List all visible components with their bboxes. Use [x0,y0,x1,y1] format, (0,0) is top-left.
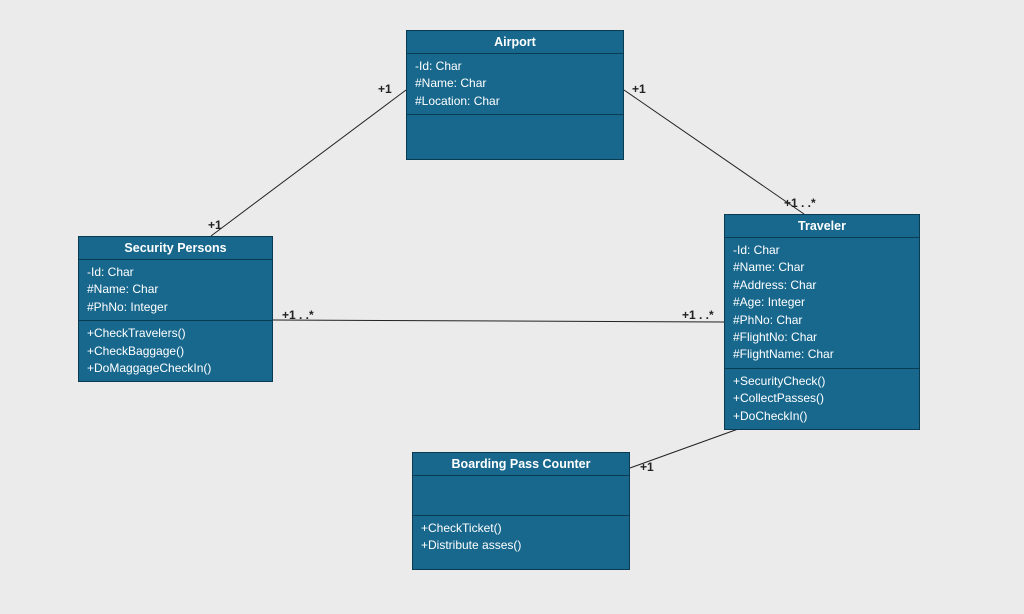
attribute-row: #PhNo: Char [733,312,911,329]
class-attributes [413,476,629,516]
method-row: +Distribute asses() [421,537,621,554]
multiplicity-label: +1 [632,82,646,96]
class-attributes: -Id: Char#Name: Char#Location: Char [407,54,623,115]
method-row: +CheckBaggage() [87,343,264,360]
class-title: Boarding Pass Counter [413,453,629,476]
edge-line [211,90,406,236]
diagram-canvas: +1+1+1+1 . .*+1 . .*+1 . .*+1+1Airport-I… [0,0,1024,614]
attribute-row: -Id: Char [733,242,911,259]
class-methods: +CheckTravelers()+CheckBaggage()+DoMagga… [79,321,272,381]
class-title: Airport [407,31,623,54]
method-row: +CollectPasses() [733,390,911,407]
class-attributes: -Id: Char#Name: Char#Address: Char#Age: … [725,238,919,369]
attribute-row: #FlightName: Char [733,346,911,363]
attribute-row: -Id: Char [87,264,264,281]
class-boarding: Boarding Pass Counter +CheckTicket()+Dist… [412,452,630,570]
class-security: Security Persons-Id: Char#Name: Char#PhN… [78,236,273,382]
method-row: +CheckTicket() [421,520,621,537]
multiplicity-label: +1 [640,460,654,474]
class-title: Security Persons [79,237,272,260]
class-attributes: -Id: Char#Name: Char#PhNo: Integer [79,260,272,321]
edge-line [624,90,804,214]
class-methods [407,115,623,155]
method-row: +DoCheckIn() [733,408,911,425]
attribute-row: #Age: Integer [733,294,911,311]
attribute-row: #PhNo: Integer [87,299,264,316]
attribute-row: -Id: Char [415,58,615,75]
multiplicity-label: +1 . .* [682,308,714,322]
multiplicity-label: +1 . .* [282,308,314,322]
attribute-row: #Name: Char [733,259,911,276]
multiplicity-label: +1 [378,82,392,96]
attribute-row: #FlightNo: Char [733,329,911,346]
class-airport: Airport-Id: Char#Name: Char#Location: Ch… [406,30,624,160]
multiplicity-label: +1 [208,218,222,232]
class-methods: +CheckTicket()+Distribute asses() [413,516,629,562]
class-methods: +SecurityCheck()+CollectPasses()+DoCheck… [725,369,919,429]
attribute-row: #Address: Char [733,277,911,294]
method-row: +CheckTravelers() [87,325,264,342]
class-title: Traveler [725,215,919,238]
attribute-row: #Name: Char [87,281,264,298]
edge-line [273,320,724,322]
method-row: +DoMaggageCheckIn() [87,360,264,377]
attribute-row: #Name: Char [415,75,615,92]
multiplicity-label: +1 . .* [784,196,816,210]
attribute-row: #Location: Char [415,93,615,110]
method-row: +SecurityCheck() [733,373,911,390]
class-traveler: Traveler-Id: Char#Name: Char#Address: Ch… [724,214,920,430]
